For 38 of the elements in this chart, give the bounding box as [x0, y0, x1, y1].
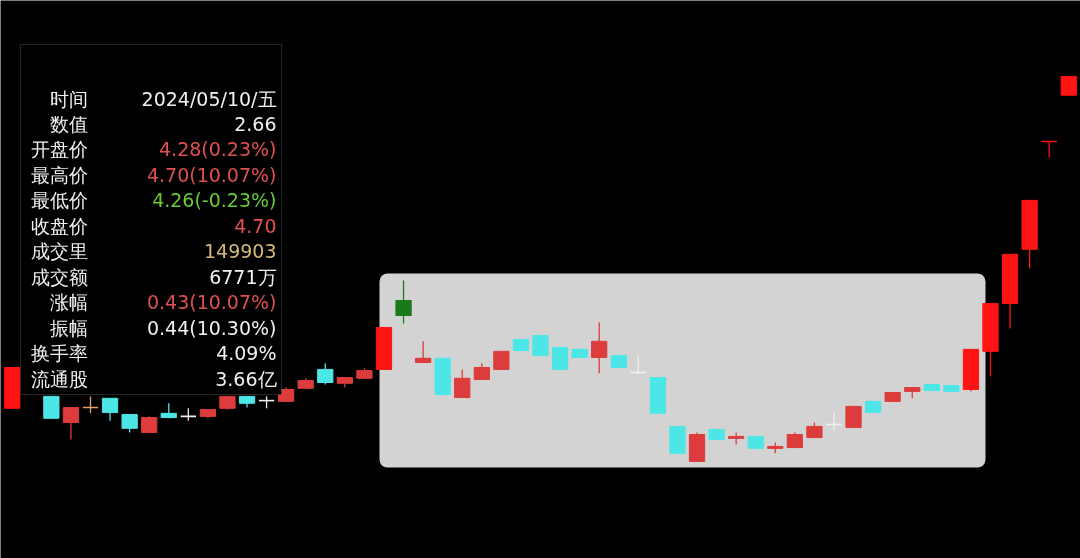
annotation: 6771万 [209, 265, 277, 288]
annotation: 4.09% [216, 342, 277, 365]
annotation: 成交里 [30, 240, 88, 263]
annotation: 3.66亿 [215, 367, 277, 390]
candlestick [317, 362, 334, 386]
annotation: 收盘价 [30, 214, 88, 237]
annotation: 涨幅 [49, 291, 88, 314]
candlestick [101, 397, 119, 422]
candlestick [493, 350, 510, 371]
annotation: 时间 [49, 87, 88, 110]
candlestick [121, 413, 138, 434]
annotation: 最高价 [30, 163, 88, 186]
candlestick [532, 335, 549, 357]
annotation: 流通股 [30, 367, 88, 390]
candlestick [62, 406, 80, 441]
annotation: 4.28(0.23%) [159, 138, 277, 161]
annotation: 0.43(10.07%) [146, 291, 277, 314]
candlestick [591, 321, 608, 374]
annotation: 0.44(10.30%) [146, 316, 277, 339]
annotation: 2024/05/10/五 [141, 87, 277, 110]
candlestick [551, 346, 569, 370]
annotation: 2.66 [234, 112, 277, 135]
candlestick [414, 340, 432, 364]
annotation: 数值 [49, 112, 88, 135]
annotation: 4.70 [234, 214, 277, 237]
candlestick [1060, 75, 1077, 96]
candlestick [43, 395, 60, 419]
annotation: 换手率 [30, 342, 88, 365]
annotation: 149903 [203, 240, 277, 263]
annotation: 4.26(-0.23%) [152, 189, 277, 212]
candlestick [395, 279, 412, 325]
annotation: 最低价 [30, 189, 88, 212]
annotation: 成交额 [30, 265, 88, 288]
annotation: 开盘价 [30, 138, 88, 161]
annotation: 振幅 [49, 316, 88, 339]
annotation: 4.70(10.07%) [146, 163, 277, 186]
candlestick [454, 368, 471, 399]
candlestick [845, 405, 862, 429]
